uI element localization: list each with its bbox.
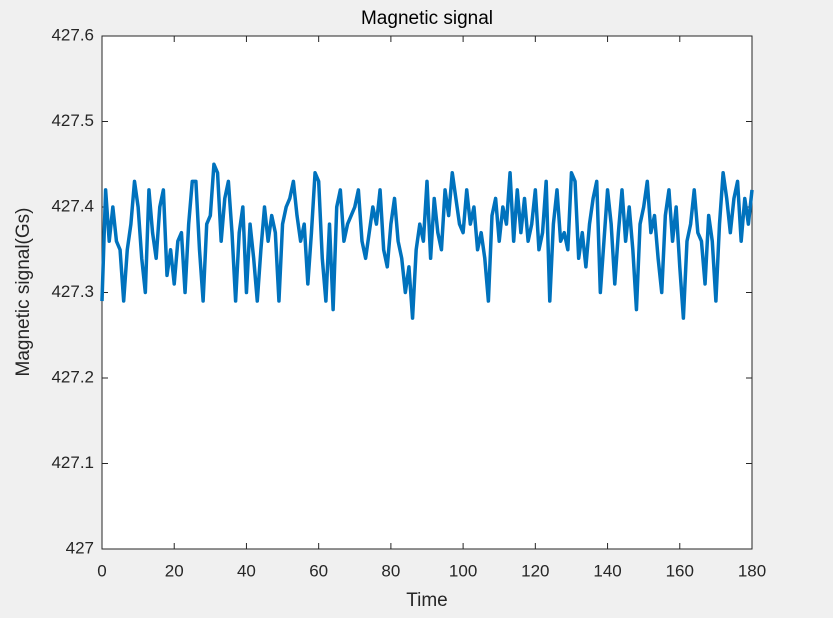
y-axis-label: Magnetic signal(Gs) — [13, 208, 34, 377]
x-tick-label: 80 — [381, 561, 400, 580]
x-tick-label: 160 — [666, 561, 694, 580]
axes-background — [102, 36, 752, 549]
y-tick-label: 427.2 — [51, 367, 94, 386]
x-tick-label: 40 — [237, 561, 256, 580]
y-tick-label: 427.3 — [51, 282, 94, 301]
x-tick-label: 100 — [449, 561, 477, 580]
x-axis-label: Time — [406, 590, 448, 611]
y-tick-label: 427.4 — [51, 196, 94, 215]
x-tick-label: 180 — [738, 561, 766, 580]
y-tick-label: 427 — [66, 538, 94, 557]
x-tick-label: 60 — [309, 561, 328, 580]
y-tick-label: 427.5 — [51, 111, 94, 130]
x-tick-label: 140 — [593, 561, 621, 580]
signal-line — [100, 162, 754, 320]
x-tick-label: 20 — [165, 561, 184, 580]
x-tick-label: 120 — [521, 561, 549, 580]
x-tick-label: 0 — [97, 561, 106, 580]
y-tick-label: 427.1 — [51, 453, 94, 472]
chart-title: Magnetic signal — [361, 8, 493, 29]
y-tick-label: 427.6 — [51, 25, 94, 44]
